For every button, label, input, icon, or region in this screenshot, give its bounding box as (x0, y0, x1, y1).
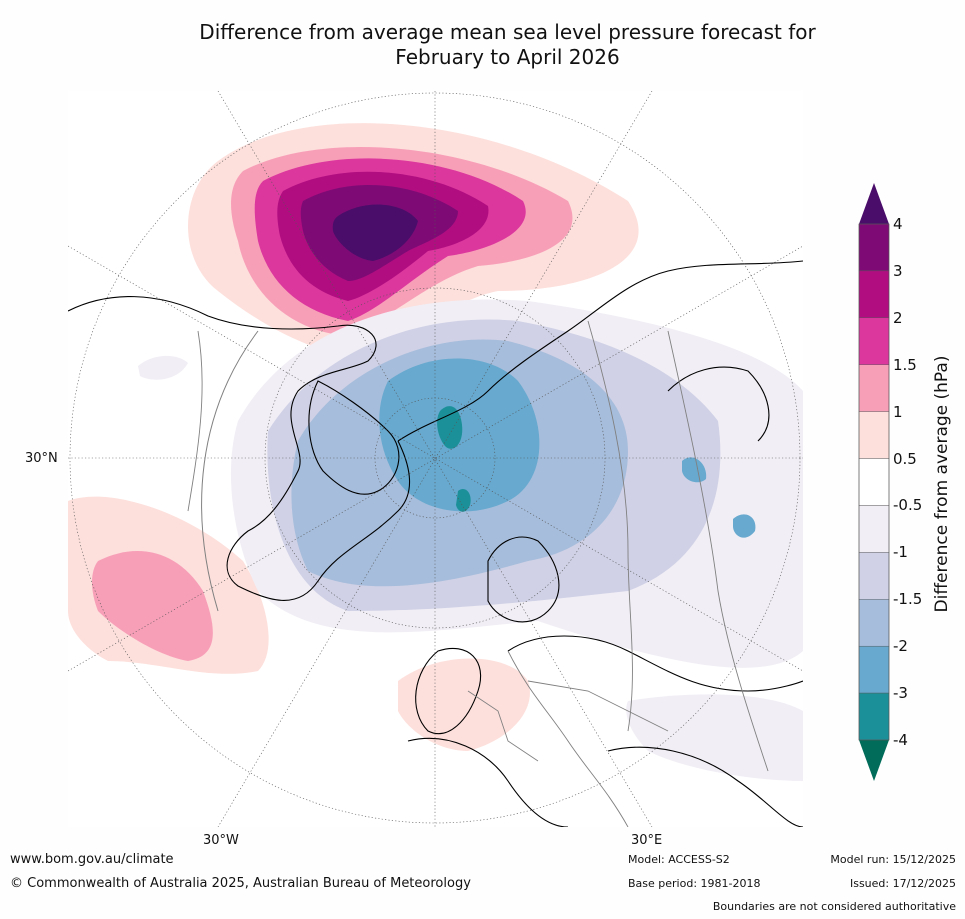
colorbar-tick-label: 1 (893, 402, 903, 421)
colorbar-arrow-bottom (859, 740, 889, 781)
colorbar-segment (858, 364, 890, 412)
anomaly-arctic-minus-3 (437, 406, 463, 449)
longitude-label-30w: 30°W (203, 833, 239, 848)
colorbar-segments (858, 183, 890, 781)
colorbar-tick-label: -3 (893, 684, 908, 703)
base-period-text: Base period: 1981-2018 (628, 877, 761, 890)
title-line-1: Difference from average mean sea level p… (199, 20, 816, 44)
colorbar-segment (858, 505, 890, 553)
issued-text: Issued: 17/12/2025 (849, 877, 956, 890)
coastlines (68, 260, 803, 827)
website-link[interactable]: www.bom.gov.au/climate (10, 852, 174, 867)
anomaly-arctic-minus-3-b (456, 488, 471, 512)
colorbar-tick-label: -1.5 (893, 590, 923, 609)
polar-map[interactable] (68, 91, 803, 827)
graticule (68, 91, 803, 827)
colorbar-segment (858, 411, 890, 459)
colorbar-segment (858, 645, 890, 694)
country-borders (187, 320, 769, 827)
chart-title: Difference from average mean sea level p… (0, 20, 965, 70)
anomaly-north-pacific-4 (332, 204, 418, 261)
anomaly-atlantic-1 (92, 551, 213, 661)
copyright-text: © Commonwealth of Australia 2025, Austra… (10, 876, 471, 891)
longitude-label-30e: 30°E (631, 833, 663, 848)
anomaly-east-asia-minus-0.5 (626, 694, 803, 781)
colorbar-segment (858, 599, 890, 647)
anomaly-europe-0.5 (398, 658, 530, 751)
colorbar-segment (858, 692, 890, 741)
colorbar-tick-label: -4 (893, 731, 908, 749)
colorbar-segment (858, 270, 890, 319)
colorbar-tick-label: -0.5 (893, 496, 923, 515)
anomaly-asia-minus-2 (682, 457, 707, 483)
colorbar-segment (858, 317, 890, 365)
colorbar-tick-label: 1.5 (893, 355, 917, 374)
model-run-text: Model run: 15/12/2025 (830, 853, 956, 866)
title-line-2: February to April 2026 (395, 45, 620, 69)
latitude-label-30n: 30°N (25, 451, 58, 466)
colorbar-tick-label: -2 (893, 637, 908, 656)
anomaly-asia-minus-2-b (733, 514, 756, 538)
colorbar-segment (858, 552, 890, 600)
colorbar-outline (858, 223, 890, 741)
colorbar-tick-label: -1 (893, 543, 908, 562)
colorbar-label: Difference from average (hPa) (932, 355, 952, 613)
colorbar-tick-label: 0.5 (893, 449, 917, 468)
model-text: Model: ACCESS-S2 (628, 853, 730, 866)
anomaly-pacific-minus-0.5 (138, 355, 188, 380)
anomaly-positive-shading (68, 123, 639, 751)
colorbar-segment (858, 223, 890, 272)
colorbar-tick-label: 3 (893, 261, 903, 280)
colorbar-tick-label: 4 (893, 215, 903, 233)
disclaimer-text: Boundaries are not considered authoritat… (712, 900, 956, 913)
meridian-arc (201, 330, 259, 612)
colorbar-segment (858, 458, 890, 506)
colorbar-tick-label: 2 (893, 308, 903, 327)
colorbar-arrow-top (859, 183, 889, 224)
